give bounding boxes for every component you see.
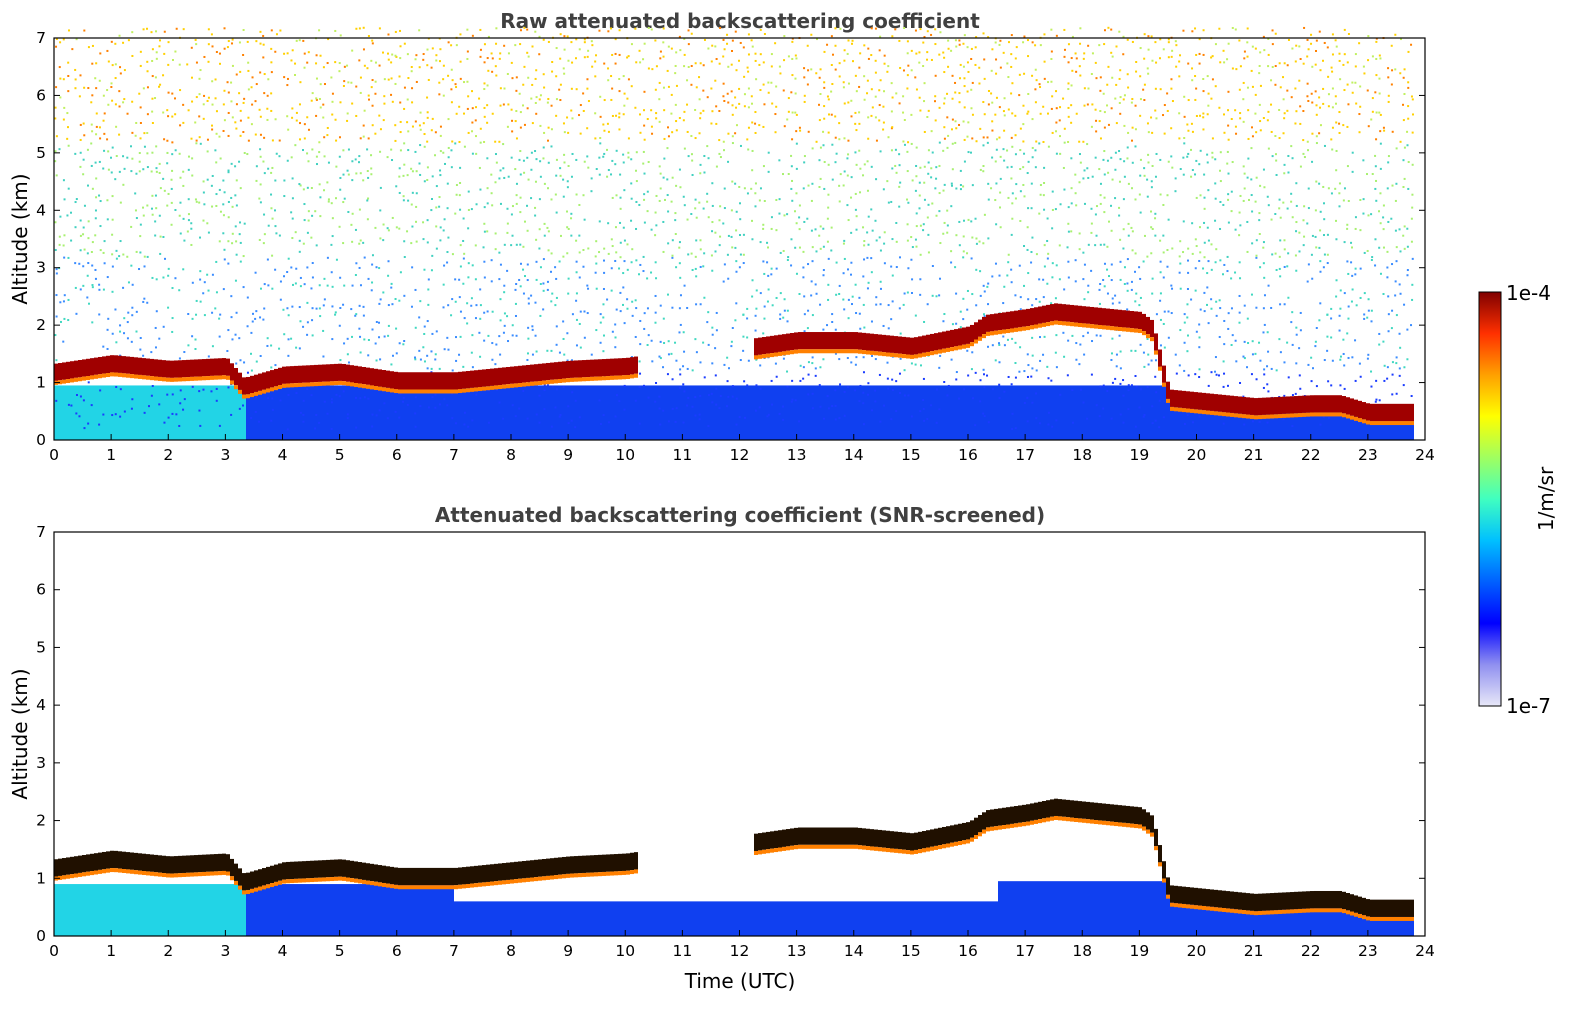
- y-tick-label: 1: [36, 869, 46, 887]
- x-tick-label: 24: [1415, 942, 1435, 960]
- x-tick-label: 15: [901, 446, 921, 464]
- x-tick-label: 1: [106, 446, 116, 464]
- y-tick-label: 2: [36, 812, 46, 830]
- x-tick-label: 4: [278, 446, 288, 464]
- x-tick-label: 17: [1015, 446, 1035, 464]
- x-tick-label: 22: [1301, 446, 1321, 464]
- x-tick-label: 18: [1072, 446, 1092, 464]
- y-tick-label: 6: [36, 581, 46, 599]
- x-tick-label: 20: [1187, 446, 1207, 464]
- y-tick-label: 5: [36, 144, 46, 162]
- heatmap-image: [54, 26, 1414, 440]
- colorbar-min-label: 1e-7: [1506, 694, 1551, 718]
- x-tick-label: 13: [787, 942, 807, 960]
- x-tick-label: 20: [1187, 942, 1207, 960]
- x-tick-label: 19: [1130, 942, 1150, 960]
- x-tick-label: 0: [49, 942, 59, 960]
- x-tick-label: 2: [163, 446, 173, 464]
- x-tick-label: 9: [563, 446, 573, 464]
- x-tick-label: 4: [278, 942, 288, 960]
- x-tick-label: 10: [615, 446, 635, 464]
- colorbar-unit-label: 1/m/sr: [1534, 466, 1558, 531]
- x-tick-label: 15: [901, 942, 921, 960]
- x-tick-label: 0: [49, 446, 59, 464]
- x-tick-label: 11: [673, 446, 693, 464]
- x-tick-label: 19: [1130, 446, 1150, 464]
- colorbar-gradient: [1478, 291, 1502, 707]
- chart-title: Attenuated backscattering coefficient (S…: [435, 503, 1045, 527]
- x-tick-label: 21: [1244, 942, 1264, 960]
- y-tick-label: 0: [36, 431, 46, 449]
- x-tick-label: 13: [787, 446, 807, 464]
- x-tick-label: 14: [844, 942, 864, 960]
- x-tick-label: 16: [958, 942, 978, 960]
- x-tick-label: 6: [392, 446, 402, 464]
- x-tick-label: 16: [958, 446, 978, 464]
- heatmap-image: [54, 798, 1414, 936]
- x-tick-label: 24: [1415, 446, 1435, 464]
- raw-backscatter-panel: Raw attenuated backscattering coefficien…: [8, 9, 1435, 464]
- x-tick-label: 8: [506, 942, 516, 960]
- y-tick-label: 7: [36, 523, 46, 541]
- x-tick-label: 1: [106, 942, 116, 960]
- colorbar-max-label: 1e-4: [1506, 281, 1551, 305]
- y-tick-label: 3: [36, 754, 46, 772]
- y-tick-label: 3: [36, 259, 46, 277]
- x-tick-label: 9: [563, 942, 573, 960]
- snr-screened-panel: Attenuated backscattering coefficient (S…: [8, 503, 1435, 993]
- y-tick-label: 5: [36, 638, 46, 656]
- x-tick-label: 23: [1358, 446, 1378, 464]
- x-tick-label: 22: [1301, 942, 1321, 960]
- x-tick-label: 17: [1015, 942, 1035, 960]
- x-tick-label: 11: [673, 942, 693, 960]
- x-tick-label: 5: [335, 942, 345, 960]
- y-tick-label: 6: [36, 86, 46, 104]
- x-tick-label: 18: [1072, 942, 1092, 960]
- y-axis-label: Altitude (km): [8, 668, 32, 799]
- y-tick-label: 4: [36, 696, 46, 714]
- chart-title: Raw attenuated backscattering coefficien…: [500, 9, 980, 33]
- y-axis-label: Altitude (km): [8, 173, 32, 304]
- x-tick-label: 2: [163, 942, 173, 960]
- x-tick-label: 8: [506, 446, 516, 464]
- y-tick-label: 1: [36, 374, 46, 392]
- y-tick-label: 0: [36, 927, 46, 945]
- colorbar: 1e-4 1e-7 1/m/sr: [1478, 281, 1558, 718]
- x-tick-label: 12: [730, 942, 750, 960]
- x-tick-label: 12: [730, 446, 750, 464]
- x-tick-label: 5: [335, 446, 345, 464]
- x-tick-label: 7: [449, 446, 459, 464]
- x-tick-label: 3: [220, 942, 230, 960]
- x-tick-label: 6: [392, 942, 402, 960]
- x-tick-label: 23: [1358, 942, 1378, 960]
- x-tick-label: 7: [449, 942, 459, 960]
- x-tick-label: 14: [844, 446, 864, 464]
- y-tick-label: 7: [36, 29, 46, 47]
- x-axis-label: Time (UTC): [684, 969, 796, 993]
- x-tick-label: 3: [220, 446, 230, 464]
- x-tick-label: 10: [615, 942, 635, 960]
- x-tick-label: 21: [1244, 446, 1264, 464]
- y-tick-label: 2: [36, 316, 46, 334]
- y-tick-label: 4: [36, 201, 46, 219]
